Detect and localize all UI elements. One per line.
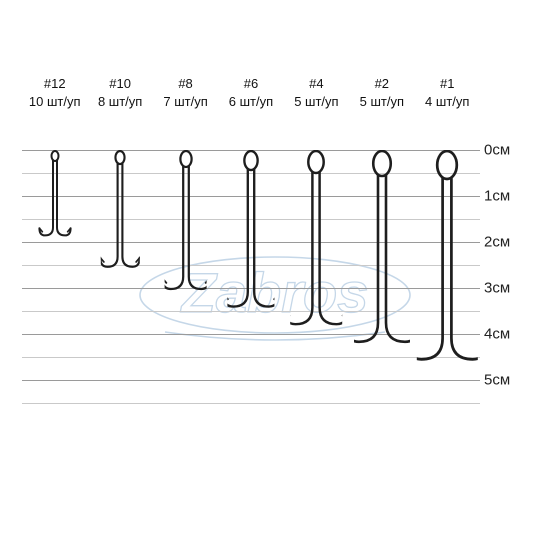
size-label-col: #87 шт/уп — [153, 75, 218, 111]
hook-icon — [291, 150, 343, 335]
hook-icon — [164, 150, 207, 299]
hook-icon — [354, 150, 410, 354]
grid-minor-line — [22, 357, 480, 358]
hook-icon — [38, 150, 72, 243]
size-label-col: #25 шт/уп — [349, 75, 414, 111]
hook-size-label: #2 — [349, 75, 414, 93]
hook-qty-label: 10 шт/уп — [22, 93, 87, 111]
hook-size-label: #8 — [153, 75, 218, 93]
hook-icon — [417, 150, 477, 372]
hook-qty-label: 8 шт/уп — [87, 93, 152, 111]
grid-major-line — [22, 380, 480, 381]
size-label-col: #108 шт/уп — [87, 75, 152, 111]
hook-size-label: #1 — [415, 75, 480, 93]
y-axis-label: 2см — [484, 234, 528, 251]
y-axis-label: 0см — [484, 142, 528, 159]
grid-major-line — [22, 334, 480, 335]
y-axis-label: 1см — [484, 188, 528, 205]
size-label-col: #14 шт/уп — [415, 75, 480, 111]
size-labels-row: #1210 шт/уп#108 шт/уп#87 шт/уп#66 шт/уп#… — [22, 75, 480, 111]
hook-icon — [101, 150, 139, 276]
y-axis-label: 4см — [484, 326, 528, 343]
hook-qty-label: 4 шт/уп — [415, 93, 480, 111]
hook-qty-label: 7 шт/уп — [153, 93, 218, 111]
y-axis-label: 3см — [484, 280, 528, 297]
grid-minor-line — [22, 403, 480, 404]
size-label-col: #66 шт/уп — [218, 75, 283, 111]
hook-size-label: #10 — [87, 75, 152, 93]
hook-qty-label: 5 шт/уп — [284, 93, 349, 111]
size-label-col: #45 шт/уп — [284, 75, 349, 111]
y-axis-label: 5см — [484, 372, 528, 389]
size-label-col: #1210 шт/уп — [22, 75, 87, 111]
hook-size-label: #4 — [284, 75, 349, 93]
hook-icon — [227, 150, 274, 317]
chart-canvas: Zabros #1210 шт/уп#108 шт/уп#87 шт/уп#66… — [0, 0, 550, 550]
hook-qty-label: 5 шт/уп — [349, 93, 414, 111]
hook-size-label: #12 — [22, 75, 87, 93]
hook-qty-label: 6 шт/уп — [218, 93, 283, 111]
hook-size-label: #6 — [218, 75, 283, 93]
